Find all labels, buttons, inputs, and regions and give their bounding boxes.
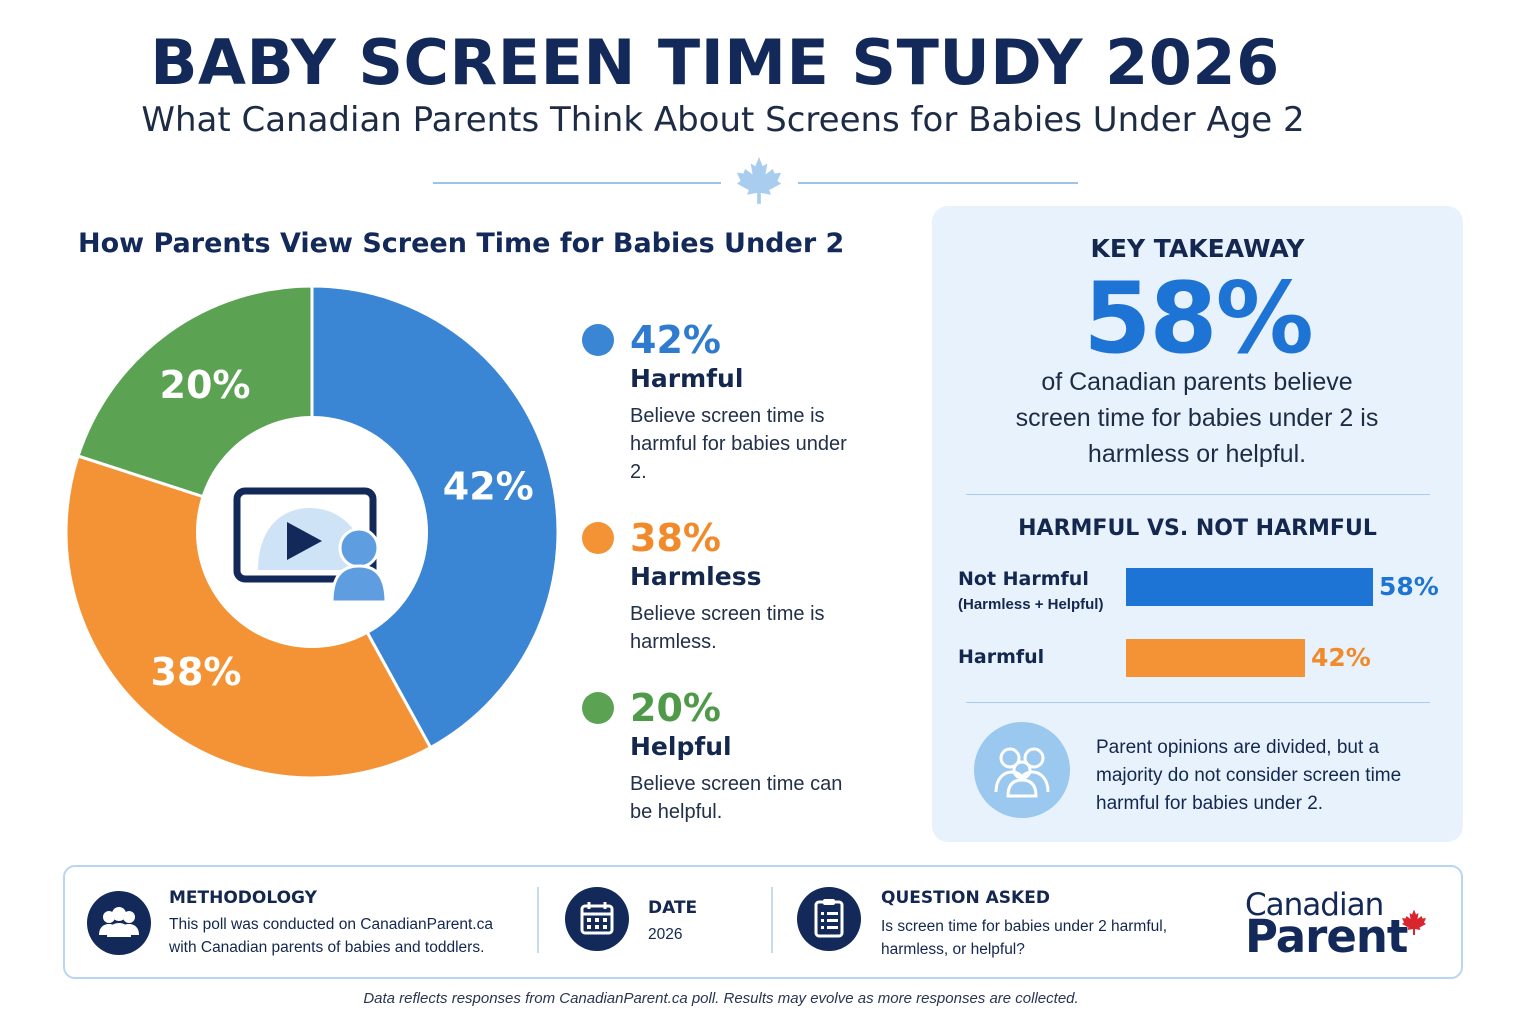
pie-chart-title: How Parents View Screen Time for Babies … (78, 228, 845, 259)
bar-not-harmful (1126, 568, 1373, 606)
legend-dot-harmless (582, 522, 614, 554)
bar-value-not-harmful: 58% (1379, 572, 1439, 601)
methodology-title: METHODOLOGY (169, 888, 317, 908)
footer-info-bar: METHODOLOGY This poll was conducted on C… (63, 865, 1463, 979)
comparison-title: HARMFUL VS. NOT HARMFUL (1018, 516, 1377, 541)
key-takeaway-panel: KEY TAKEAWAY 58% of Canadian parents bel… (932, 206, 1463, 842)
date-title: DATE (648, 898, 698, 918)
legend-name: Harmful (630, 364, 744, 393)
divider-right (798, 182, 1078, 184)
legend-dot-harmful (582, 324, 614, 356)
pie-slice-harmful (310, 284, 560, 750)
methodology-text: This poll was conducted on CanadianParen… (169, 916, 493, 956)
legend-name: Harmless (630, 562, 762, 591)
people-group-icon (87, 891, 151, 955)
pie-label-helpful: 20% (160, 363, 251, 407)
clipboard-list-icon (797, 887, 861, 951)
pie-label-harmful: 42% (443, 465, 534, 509)
footer-separator (537, 887, 539, 953)
panel-divider (966, 702, 1430, 703)
bar-harmful (1126, 639, 1305, 677)
maple-leaf-icon (736, 157, 782, 204)
legend-desc: Believe screen time is harmless. (630, 603, 825, 653)
bar-label-harmful: Harmful (958, 646, 1045, 668)
maple-leaf-icon (1402, 909, 1426, 935)
disclaimer-text: Data reflects responses from CanadianPar… (363, 990, 1079, 1007)
question-text: Is screen time for babies under 2 harmfu… (881, 918, 1168, 958)
divider-left (433, 182, 721, 184)
legend-pct: 20% (630, 686, 721, 730)
bar-label-not-harmful: Not Harmful (958, 568, 1089, 590)
bar-sublabel-not-harmful: (Harmless + Helpful) (958, 596, 1104, 613)
legend-pct: 38% (630, 516, 721, 560)
canadian-parent-logo-top: Canadian (1245, 887, 1384, 923)
date-value: 2026 (648, 926, 683, 943)
legend-dot-helpful (582, 692, 614, 724)
bar-value-harmful: 42% (1311, 643, 1371, 672)
legend-desc: Believe screen time is harmful for babie… (630, 405, 847, 483)
legend-desc: Believe screen time can be helpful. (630, 773, 843, 823)
video-play-with-baby-icon (233, 487, 388, 604)
legend-pct: 42% (630, 318, 721, 362)
page-title: BABY SCREEN TIME STUDY 2026 (150, 26, 1280, 99)
footer-separator (771, 887, 773, 953)
legend-name: Helpful (630, 732, 732, 761)
pie-chart: 42% 38% 20% (64, 284, 560, 780)
key-takeaway-label: KEY TAKEAWAY (1090, 234, 1305, 263)
question-title: QUESTION ASKED (881, 888, 1050, 908)
calendar-icon (565, 887, 629, 951)
canadian-parent-logo-bottom: Parent (1245, 910, 1408, 963)
key-takeaway-value: 58% (1083, 262, 1314, 376)
page-subtitle: What Canadian Parents Think About Screen… (141, 100, 1305, 140)
pie-label-harmless: 38% (151, 650, 242, 694)
key-takeaway-text: of Canadian parents believe screen time … (1015, 368, 1379, 468)
key-takeaway-note: Parent opinions are divided, but a major… (1096, 737, 1402, 814)
people-group-icon (974, 722, 1070, 818)
panel-divider (966, 494, 1430, 495)
